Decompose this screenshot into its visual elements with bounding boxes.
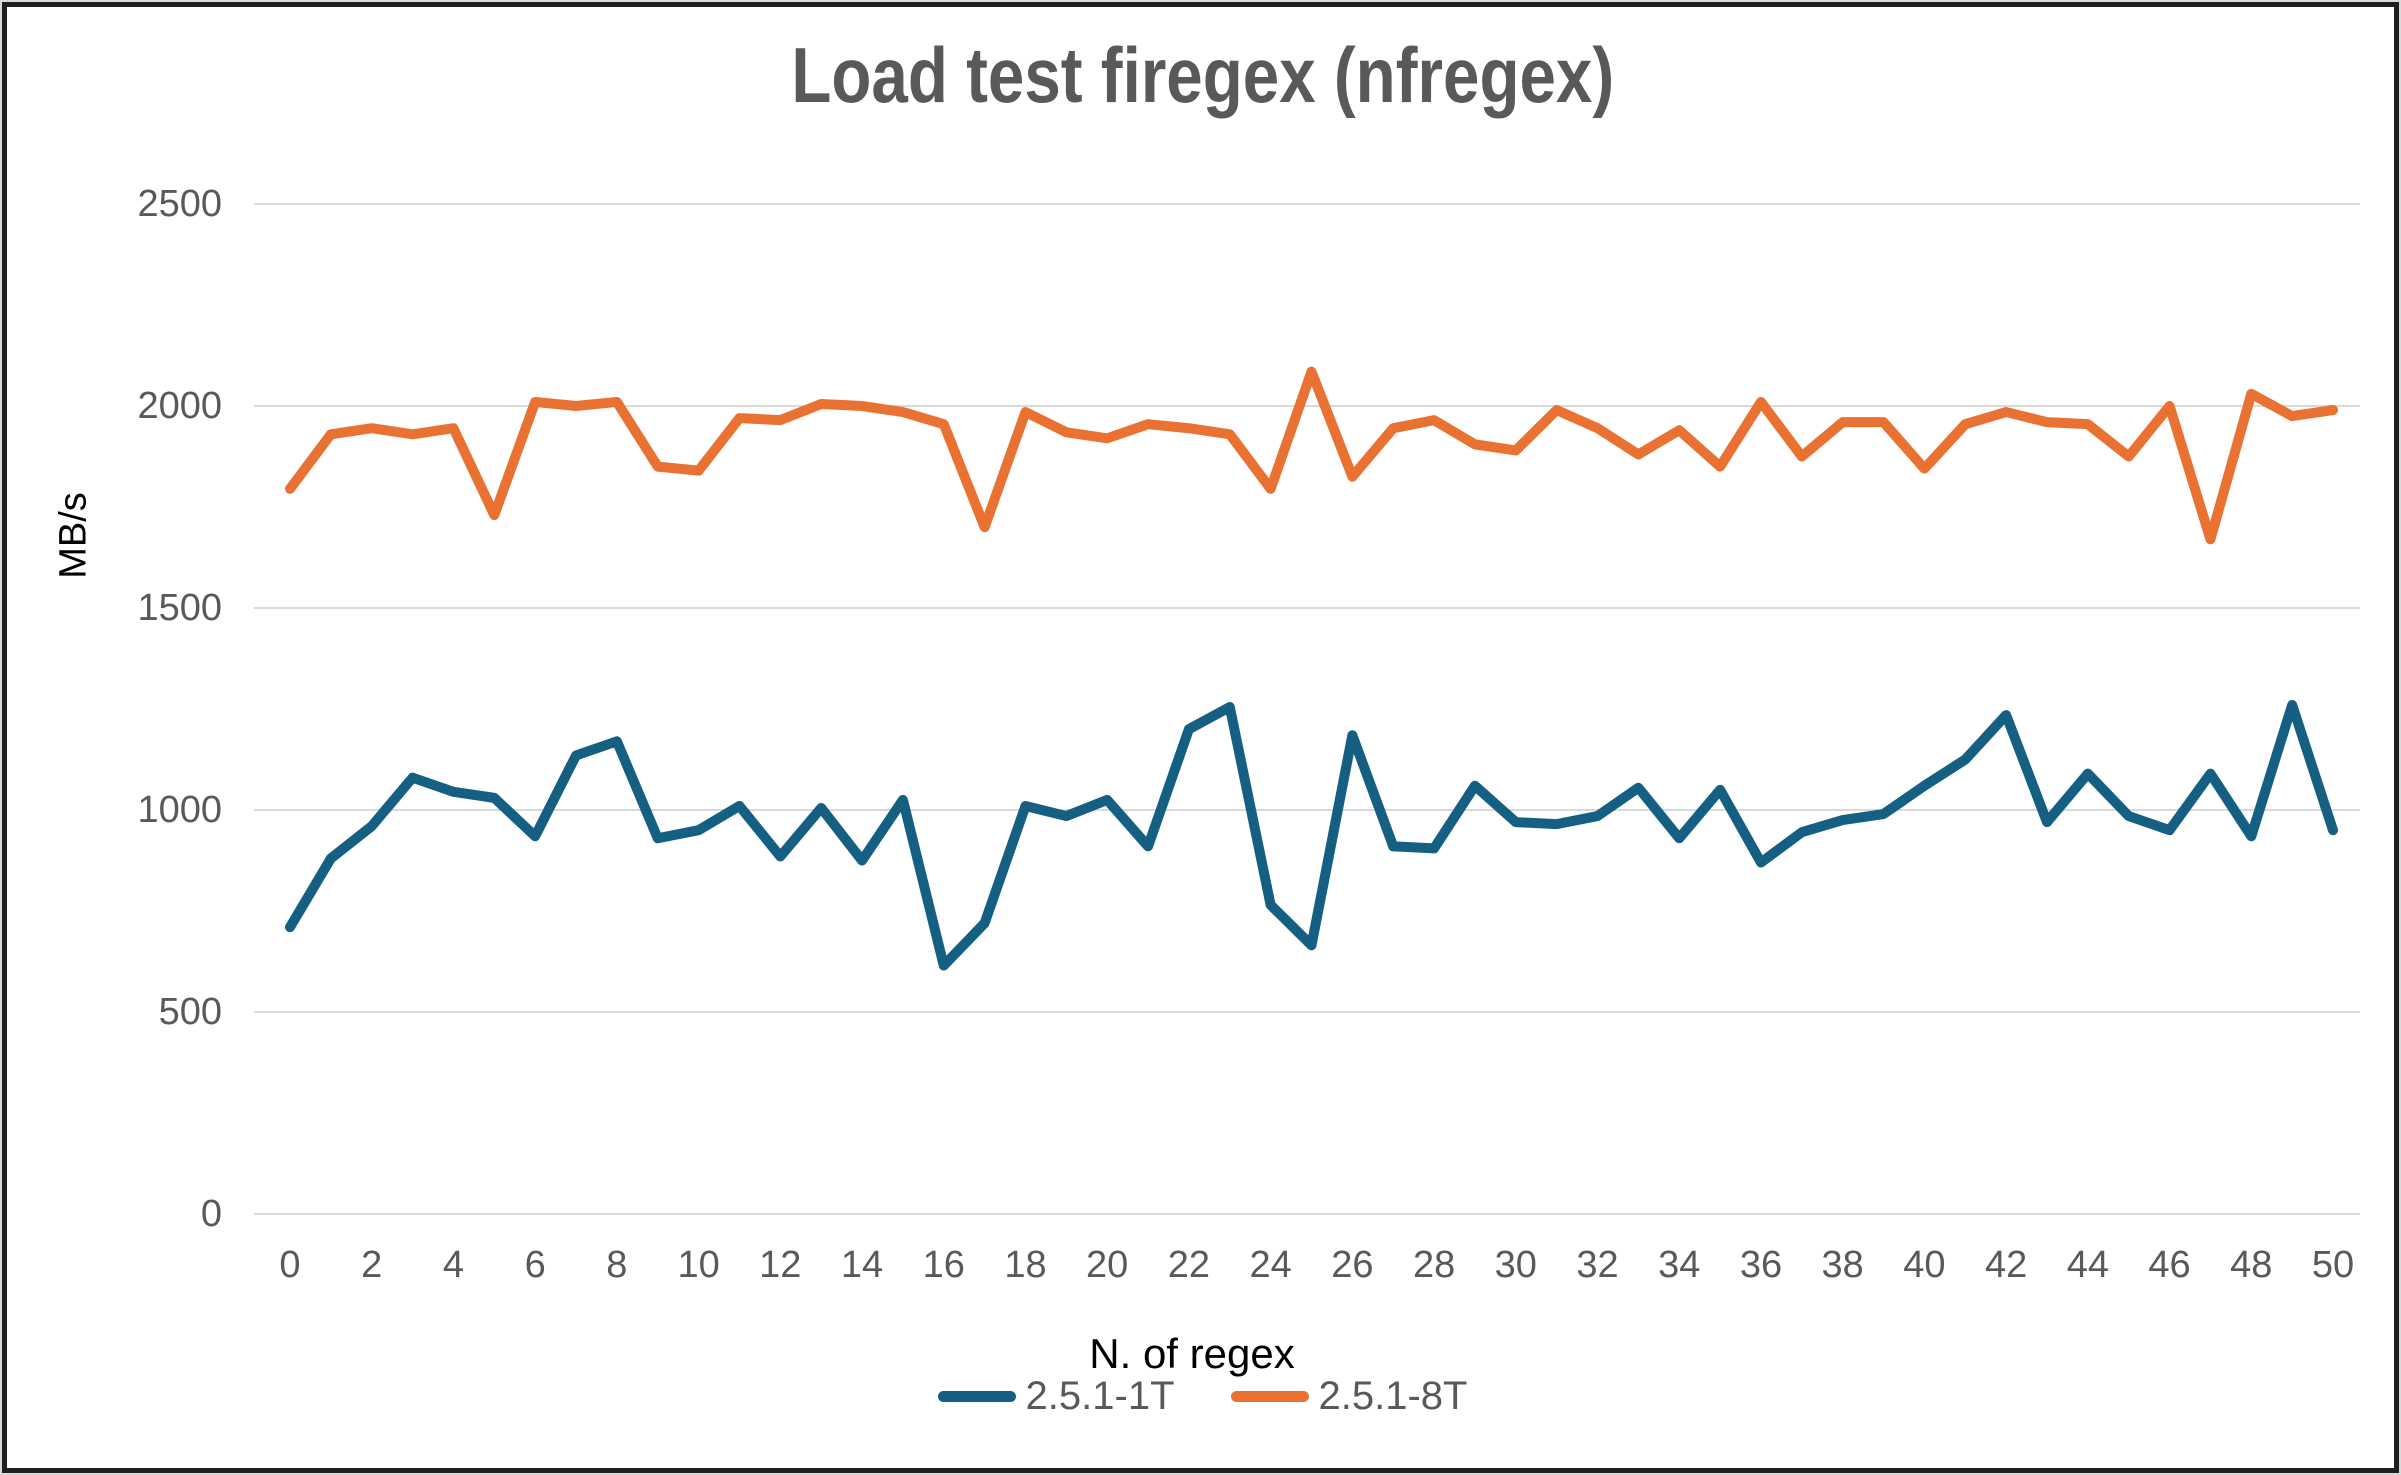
- legend-swatch-icon: [937, 1391, 1016, 1402]
- legend-label: 2.5.1-1T: [1025, 1374, 1175, 1418]
- x-tick-label: 48: [2230, 1244, 2273, 1286]
- legend-label: 2.5.1-8T: [1318, 1374, 1468, 1418]
- x-tick-label: 50: [2311, 1244, 2355, 1286]
- legend-item-2.5.1-1T: 2.5.1-1T: [937, 1374, 1175, 1419]
- x-tick-label: 4: [442, 1244, 465, 1286]
- x-tick-label: 46: [2148, 1244, 2191, 1286]
- x-tick-label: 26: [1331, 1244, 1374, 1286]
- x-tick-label: 22: [1167, 1244, 1211, 1286]
- y-tick-label: 0: [200, 1193, 222, 1235]
- x-tick-label: 30: [1494, 1244, 1537, 1286]
- y-tick-label: 2000: [137, 385, 222, 427]
- y-tick-label: 1500: [137, 587, 222, 629]
- x-tick-label: 36: [1739, 1244, 1783, 1286]
- x-tick-label: 34: [1658, 1244, 1701, 1286]
- x-tick-label: 0: [279, 1244, 301, 1286]
- series-line-2.5.1-1T: [285, 699, 2338, 971]
- legend-item-2.5.1-8T: 2.5.1-8T: [1230, 1374, 1468, 1419]
- x-tick-label: 14: [840, 1244, 884, 1286]
- chart-title: Load test firegex (nfregex): [2, 30, 2399, 121]
- x-tick-label: 24: [1249, 1244, 1292, 1286]
- y-tick-label: 500: [158, 991, 222, 1033]
- chart-title-text: Load test firegex (nfregex): [791, 31, 1614, 119]
- x-axis-title: N. of regex: [1089, 1330, 1295, 1377]
- y-tick-label: 2500: [137, 183, 222, 225]
- x-tick-label: 20: [1086, 1244, 1129, 1286]
- y-tick-label: 1000: [137, 789, 222, 831]
- x-tick-label: 40: [1903, 1244, 1946, 1286]
- legend-swatch-icon: [1230, 1391, 1309, 1402]
- x-tick-label: 12: [759, 1244, 802, 1286]
- x-tick-label: 32: [1576, 1244, 1619, 1286]
- series-line-2.5.1-8T: [285, 366, 2338, 545]
- x-tick-label: 44: [2066, 1244, 2109, 1286]
- x-tick-label: 38: [1821, 1244, 1864, 1286]
- x-tick-label: 2: [361, 1244, 383, 1286]
- x-tick-label: 8: [606, 1244, 628, 1286]
- chart-legend: 2.5.1-1T 2.5.1-8T: [2, 1374, 2399, 1419]
- x-tick-label: 18: [1004, 1244, 1047, 1286]
- x-tick-label: 42: [1984, 1244, 2028, 1286]
- x-tick-label: 6: [524, 1244, 546, 1286]
- x-tick-label: 10: [677, 1244, 720, 1286]
- x-tick-label: 28: [1412, 1244, 1456, 1286]
- x-tick-label: 16: [922, 1244, 965, 1286]
